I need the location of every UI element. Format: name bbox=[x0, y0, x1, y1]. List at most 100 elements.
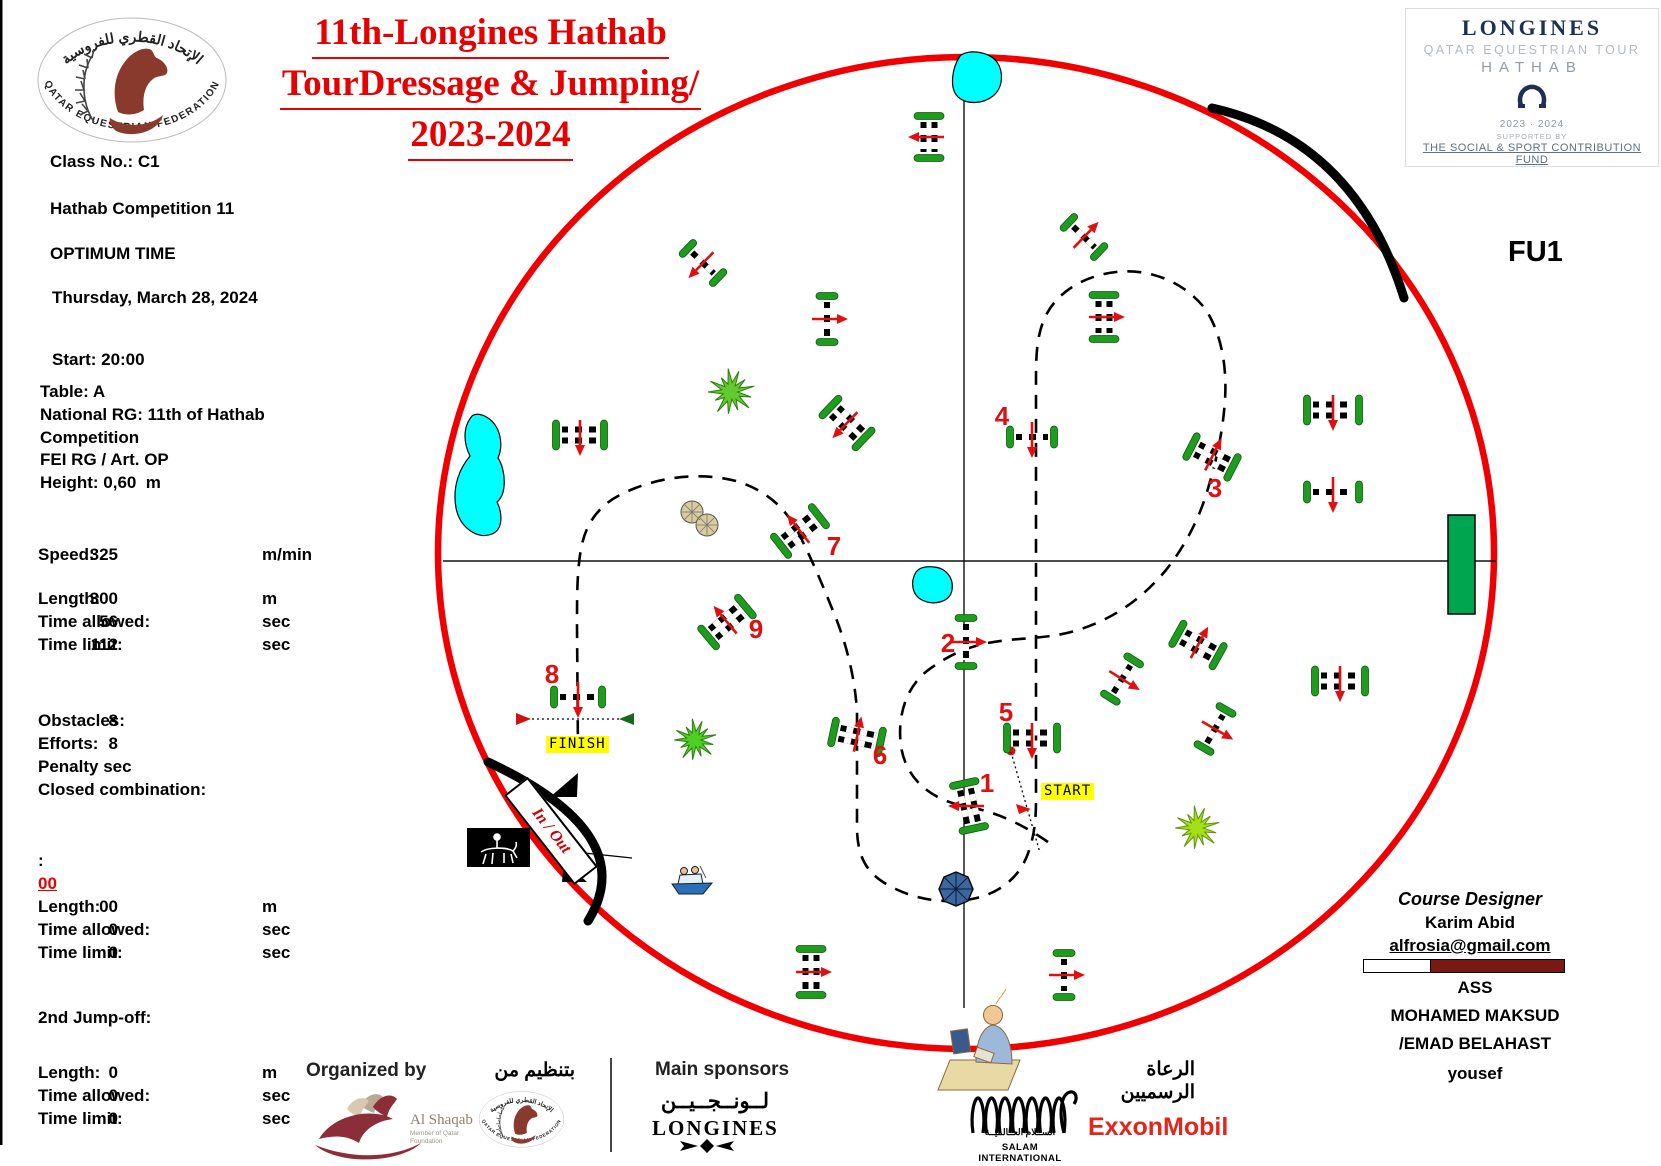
jump-number-9: 9 bbox=[749, 614, 763, 644]
start-wire-arrow bbox=[1016, 804, 1031, 814]
info-row: Class No.: C1 bbox=[50, 152, 160, 171]
jump-number-5: 5 bbox=[999, 697, 1013, 727]
info-row: Time limit: 0 sec bbox=[38, 943, 291, 962]
al-shaqab-logo bbox=[315, 1094, 421, 1160]
trees-layer bbox=[674, 368, 1220, 849]
designer-ass: ASS bbox=[1457, 978, 1493, 997]
info-unit: sec bbox=[262, 943, 291, 962]
organized-by-label: Organized by bbox=[306, 1060, 427, 1081]
title-line-1: 11th-Longines Hathab bbox=[312, 8, 669, 59]
info-row: Competition bbox=[40, 428, 140, 447]
jump-unnumbered bbox=[678, 239, 728, 287]
info-row: Hathab Competition 11 bbox=[50, 199, 235, 218]
course-designer-block: Course Designer Karim Abid alfrosia@gmai… bbox=[1355, 888, 1585, 957]
gate-arrowhead-top bbox=[550, 773, 578, 797]
info-value: 0 bbox=[108, 920, 118, 939]
plate-supported-by: SUPPORTED BY bbox=[1496, 132, 1568, 141]
jump-number-4: 4 bbox=[995, 401, 1010, 431]
jump-2: 2 bbox=[941, 614, 987, 670]
info-row: FEI RG / Art. OP bbox=[40, 450, 169, 469]
finish-label: FINISH bbox=[546, 736, 609, 753]
info-value: 0 bbox=[108, 1109, 118, 1128]
jump-3: 3 bbox=[1182, 432, 1242, 503]
plate-tour: QATAR EQUESTRIAN TOUR bbox=[1423, 43, 1641, 57]
info-value: 0 bbox=[108, 1063, 118, 1082]
jump-number-6: 6 bbox=[873, 740, 887, 770]
horseshoe-icon bbox=[1517, 84, 1547, 109]
finish-flag-green bbox=[619, 713, 634, 725]
info-row: Length: 300 m bbox=[38, 589, 278, 608]
lake-left bbox=[454, 413, 505, 537]
jump-unnumbered bbox=[1100, 652, 1144, 706]
info-row: Height: 0,60 m bbox=[40, 473, 161, 492]
info-row: Length: 00 m bbox=[38, 897, 278, 916]
jump-unnumbered bbox=[552, 419, 608, 456]
jump-number-8: 8 bbox=[545, 659, 559, 689]
umbrella-decoration bbox=[938, 871, 974, 907]
boat-decoration bbox=[671, 865, 714, 895]
info-row: Speed: 325 m/min bbox=[38, 545, 313, 564]
jump-unnumbered bbox=[908, 112, 945, 162]
tree-bush bbox=[1175, 805, 1220, 849]
jump-unnumbered bbox=[1303, 477, 1363, 513]
info-unit: m/min bbox=[262, 545, 313, 564]
salam-logo bbox=[970, 1090, 1078, 1134]
info-value: 8 bbox=[108, 734, 118, 753]
lake-center bbox=[912, 566, 953, 604]
info-unit: sec bbox=[262, 920, 291, 939]
jump-unnumbered bbox=[818, 394, 876, 452]
info-row: Time allowed: 56 sec bbox=[38, 612, 291, 631]
jump-unnumbered bbox=[795, 945, 832, 999]
al-shaqab-sublabel: Member of Qatar Foundation bbox=[410, 1130, 460, 1145]
assistants-block: ASS MOHAMED MAKSUD /EMAD BELAHAST yousef bbox=[1355, 978, 1595, 1090]
info-row: 2nd Jump-off: bbox=[38, 1008, 152, 1027]
page-left-border bbox=[0, 0, 3, 1145]
info-row: Penalty sec bbox=[38, 757, 132, 776]
longines-hourglass-icon bbox=[680, 1139, 734, 1153]
info-unit: sec bbox=[262, 612, 291, 631]
main-sponsors-label: Main sponsors bbox=[655, 1059, 790, 1080]
jump-4: 4 bbox=[995, 401, 1058, 458]
top-right-arc bbox=[1207, 103, 1409, 303]
jump-number-7: 7 bbox=[827, 531, 841, 561]
jump-5: 5 bbox=[999, 697, 1061, 759]
jump-8: 8 bbox=[545, 659, 606, 718]
plate-longines: LONGINES bbox=[1461, 15, 1603, 40]
info-value: 00 bbox=[99, 897, 118, 916]
info-row: Time allowed: 0 sec bbox=[38, 920, 291, 939]
designer-email: alfrosia@gmail.com bbox=[1389, 936, 1551, 955]
longines-tour-plate: LONGINES QATAR EQUESTRIAN TOUR HATHAB 20… bbox=[1405, 8, 1659, 167]
jump-9: 9 bbox=[697, 593, 763, 651]
jump-1: 1 bbox=[948, 768, 994, 835]
info-value: 0 bbox=[108, 1086, 118, 1105]
info-row: Thursday, March 28, 2024 bbox=[52, 288, 258, 307]
assistant-1: MOHAMED MAKSUD bbox=[1390, 1006, 1560, 1025]
info-unit: m bbox=[262, 589, 278, 608]
jump-unnumbered bbox=[1059, 213, 1109, 261]
assistant-2: /EMAD BELAHAST bbox=[1398, 1034, 1552, 1053]
jump-unnumbered bbox=[1303, 394, 1363, 431]
al-shaqab-label: Al Shaqab bbox=[410, 1112, 473, 1128]
sponsor-divider bbox=[610, 1058, 612, 1152]
info-row: Length: 0 m bbox=[38, 1063, 278, 1082]
info-unit: m bbox=[262, 1063, 278, 1082]
plate-fund: THE SOCIAL & SPORT CONTRIBUTION FUND bbox=[1422, 142, 1642, 166]
designer-name: Karim Abid bbox=[1424, 913, 1516, 932]
info-value: 112 bbox=[90, 635, 118, 654]
title-line-3: 2023-2024 bbox=[408, 110, 573, 161]
obstacles-layer: 1 2 3 4 5 6 7 8 9 bbox=[545, 112, 1369, 1001]
judges-box bbox=[1447, 514, 1476, 615]
info-row: Obstacles: 8 bbox=[38, 711, 125, 730]
info-unit: sec bbox=[262, 1086, 291, 1105]
info-row: Start: 20:00 bbox=[52, 350, 145, 369]
salam-label: SALAM INTERNATIONAL bbox=[978, 1142, 1062, 1164]
info-row: : bbox=[38, 851, 44, 870]
jump-unnumbered bbox=[1088, 291, 1125, 343]
flower-decoration bbox=[680, 500, 719, 537]
jump-7: 7 bbox=[770, 503, 841, 561]
jump-unnumbered bbox=[1168, 619, 1228, 671]
lake-top bbox=[951, 51, 1003, 104]
steward-person bbox=[937, 988, 1021, 1091]
